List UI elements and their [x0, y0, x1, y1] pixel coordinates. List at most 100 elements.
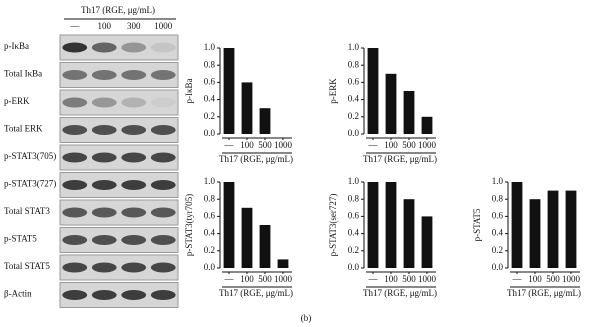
lane-label: 300	[127, 21, 141, 31]
bar	[241, 207, 253, 268]
blot-band	[62, 207, 88, 218]
bar	[529, 199, 541, 268]
x-tick-label: 500	[402, 140, 416, 150]
blot-band	[121, 42, 147, 53]
row-label: Total STAT3	[4, 206, 50, 216]
y-tick-label: 0.8	[348, 193, 360, 203]
y-tick-label: 0.8	[348, 59, 360, 69]
x-tick-label: —	[368, 274, 379, 284]
row-label: β-Actin	[4, 289, 32, 299]
x-tick-label: 100	[384, 140, 398, 150]
blot-band	[62, 70, 88, 80]
caption: (b)	[301, 313, 312, 323]
blot-band	[62, 152, 88, 163]
blot-band	[62, 180, 88, 190]
blot-band	[91, 290, 117, 300]
bar	[367, 48, 379, 134]
row-label: p-STAT5	[4, 234, 37, 244]
row-label: Total ERK	[4, 124, 43, 134]
blot-band	[62, 262, 88, 273]
blot-band	[150, 207, 176, 218]
blot-band	[91, 207, 117, 218]
y-tick-label: 0.8	[204, 193, 216, 203]
x-tick-label: 1000	[274, 274, 293, 284]
blot-band	[150, 152, 176, 163]
y-tick-label: 0.2	[204, 245, 215, 255]
y-tick-label: 0.0	[204, 128, 216, 138]
x-axis-label: Th17 (RGE, μg/mL)	[363, 154, 437, 164]
lane-label: 100	[98, 21, 112, 31]
blot-band	[150, 42, 176, 53]
blot-band	[121, 180, 147, 190]
x-tick-label: —	[224, 274, 235, 284]
bar	[223, 182, 235, 268]
blot-band	[62, 97, 88, 108]
blot-band	[91, 125, 117, 135]
blot-band	[150, 235, 176, 245]
blot-band	[121, 290, 147, 300]
x-tick-label: 500	[258, 140, 272, 150]
row-label: p-ERK	[4, 96, 30, 106]
y-axis-label: p-STAT3(ser727)	[328, 194, 338, 257]
blot-band	[150, 262, 176, 273]
blot-band	[91, 70, 117, 80]
y-tick-label: 0.6	[348, 210, 360, 220]
y-tick-label: 0.4	[204, 228, 216, 238]
blot-band	[150, 180, 176, 190]
y-tick-label: 1.0	[204, 42, 216, 52]
x-tick-label: 1000	[274, 140, 293, 150]
blot-band	[150, 70, 176, 80]
x-tick-label: 100	[528, 274, 542, 284]
y-tick-label: 0.6	[492, 210, 504, 220]
y-tick-label: 0.4	[348, 94, 360, 104]
blot-band	[62, 125, 88, 135]
blot-band	[91, 235, 117, 245]
blot-band	[62, 290, 88, 300]
blot-band	[91, 152, 117, 163]
y-axis-label: p-IκBa	[184, 78, 194, 103]
blot-band	[121, 152, 147, 163]
bar	[511, 182, 523, 268]
row-label: Total STAT5	[4, 261, 50, 271]
blot-band	[150, 97, 176, 108]
x-tick-label: 1000	[418, 274, 437, 284]
x-tick-label: 500	[546, 274, 560, 284]
x-tick-label: 1000	[418, 140, 437, 150]
bar	[259, 225, 271, 268]
bar	[241, 82, 253, 134]
row-label: p-STAT3(727)	[4, 179, 56, 189]
x-axis-label: Th17 (RGE, μg/mL)	[219, 288, 293, 298]
y-tick-label: 1.0	[492, 176, 504, 186]
blot-band	[91, 180, 117, 190]
y-tick-label: 0.8	[492, 193, 504, 203]
x-tick-label: 100	[384, 274, 398, 284]
y-tick-label: 0.0	[348, 262, 360, 272]
blot-band	[121, 125, 147, 135]
blot-band	[121, 235, 147, 245]
lane-label: —	[69, 21, 80, 31]
y-tick-label: 0.0	[492, 262, 504, 272]
y-tick-label: 0.2	[348, 245, 359, 255]
y-tick-label: 0.0	[204, 262, 216, 272]
row-label: p-IκBa	[4, 41, 29, 51]
x-axis-label: Th17 (RGE, μg/mL)	[363, 288, 437, 298]
y-tick-label: 0.6	[348, 76, 360, 86]
blot-band	[121, 207, 147, 218]
bar	[385, 73, 397, 134]
blot-band	[121, 70, 147, 80]
y-tick-label: 0.0	[348, 128, 360, 138]
y-tick-label: 0.4	[204, 94, 216, 104]
y-tick-label: 0.4	[348, 228, 360, 238]
y-tick-label: 0.8	[204, 59, 216, 69]
blot-band	[121, 97, 147, 108]
x-tick-label: 100	[240, 274, 254, 284]
bar	[565, 190, 577, 268]
y-tick-label: 1.0	[204, 176, 216, 186]
bar	[403, 91, 415, 134]
x-tick-label: 500	[402, 274, 416, 284]
row-label: p-STAT3(705)	[4, 151, 56, 161]
y-tick-label: 1.0	[348, 42, 360, 52]
bar	[259, 108, 271, 134]
bar	[223, 48, 235, 134]
